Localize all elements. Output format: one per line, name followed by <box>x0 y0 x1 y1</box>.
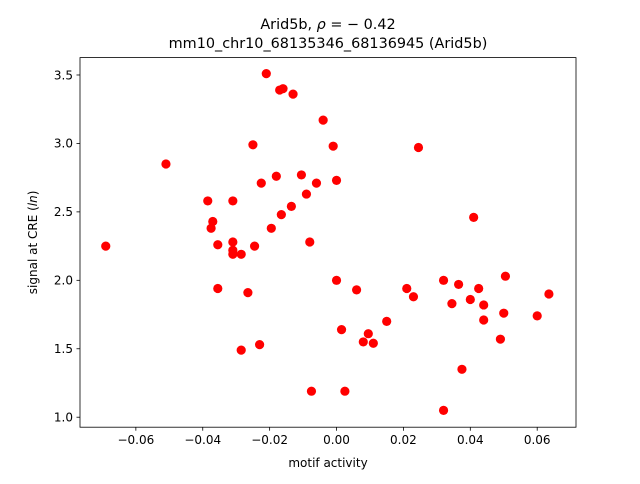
data-point <box>454 279 464 290</box>
plot-area-frame <box>79 57 577 428</box>
data-point <box>474 283 484 294</box>
data-point <box>296 170 307 180</box>
data-point <box>438 275 449 285</box>
data-point <box>203 196 213 206</box>
data-point <box>336 324 347 335</box>
data-point <box>402 283 412 294</box>
data-point <box>228 237 238 247</box>
data-point <box>288 89 298 99</box>
data-point <box>305 237 315 247</box>
x-axis-ticks: −0.06 −0.04 −0.02 0.00 0.02 0.04 0.06 <box>117 427 551 447</box>
data-point <box>249 241 260 251</box>
data-point <box>358 337 368 347</box>
data-point <box>363 329 373 339</box>
data-point <box>532 311 542 321</box>
y-axis-label: signal at CRE (ln) <box>26 191 40 295</box>
data-point <box>248 140 258 150</box>
y-axis-label-unit: ln <box>26 195 40 206</box>
y-axis-ticks: 1.0 1.5 2.0 2.5 3.0 3.5 <box>54 68 80 425</box>
chart-subtitle: mm10_chr10_68135346_68136945 (Arid5b) <box>169 36 488 52</box>
y-tick-label: 1.0 <box>54 411 73 425</box>
data-point <box>331 275 342 285</box>
data-point <box>351 285 362 295</box>
data-point <box>208 216 218 227</box>
x-tick-label: 0.02 <box>390 433 417 447</box>
data-points <box>101 69 554 415</box>
data-point <box>318 115 328 125</box>
data-point <box>278 84 288 94</box>
y-tick-label: 2.5 <box>54 205 73 219</box>
data-point <box>256 178 266 188</box>
data-point <box>286 201 296 211</box>
x-tick-label: −0.04 <box>184 433 221 447</box>
data-point <box>306 386 317 396</box>
y-tick-label: 3.0 <box>54 137 73 151</box>
data-point <box>413 142 424 153</box>
chart-title-value: = − 0.42 <box>326 17 396 33</box>
x-tick-label: −0.02 <box>251 433 288 447</box>
y-tick-label: 1.5 <box>54 342 73 356</box>
data-point <box>255 340 265 350</box>
data-point <box>457 364 467 374</box>
x-tick-label: 0.04 <box>457 433 484 447</box>
data-point <box>447 298 457 309</box>
data-point <box>228 196 238 206</box>
data-point <box>382 316 392 326</box>
data-point <box>408 292 419 302</box>
data-point <box>213 240 223 250</box>
data-point <box>266 223 276 233</box>
data-point <box>544 289 554 299</box>
data-point <box>271 171 281 181</box>
data-point <box>213 283 223 294</box>
y-tick-label: 2.0 <box>54 274 73 288</box>
data-point <box>495 334 506 344</box>
y-axis-label-suffix: ) <box>26 191 40 196</box>
data-point <box>243 288 253 298</box>
chart-title: Arid5b, ρ = − 0.42 <box>260 17 395 33</box>
y-axis-label-prefix: signal at CRE ( <box>26 206 40 294</box>
data-point <box>276 210 286 220</box>
data-point <box>465 294 475 305</box>
x-tick-label: −0.06 <box>117 433 154 447</box>
x-tick-label: 0.00 <box>323 433 350 447</box>
data-point <box>500 271 511 281</box>
x-tick-label: 0.06 <box>524 433 551 447</box>
data-point <box>301 189 312 199</box>
data-point <box>311 178 322 188</box>
chart-title-rho: ρ <box>317 17 326 33</box>
data-point <box>101 241 111 251</box>
data-point <box>261 69 271 79</box>
data-point <box>228 249 238 259</box>
data-point <box>328 141 338 151</box>
data-point <box>331 175 342 185</box>
data-point <box>368 338 378 348</box>
data-point <box>236 249 246 259</box>
data-point <box>479 300 489 310</box>
x-axis-label: motif activity <box>288 456 367 470</box>
y-tick-label: 3.5 <box>54 68 73 82</box>
data-point <box>161 159 171 169</box>
data-point <box>479 315 489 325</box>
chart-title-name: Arid5b, <box>260 17 316 33</box>
data-point <box>236 345 246 355</box>
data-point <box>340 386 350 396</box>
data-point <box>499 308 509 318</box>
data-point <box>438 405 449 415</box>
data-point <box>469 212 479 222</box>
